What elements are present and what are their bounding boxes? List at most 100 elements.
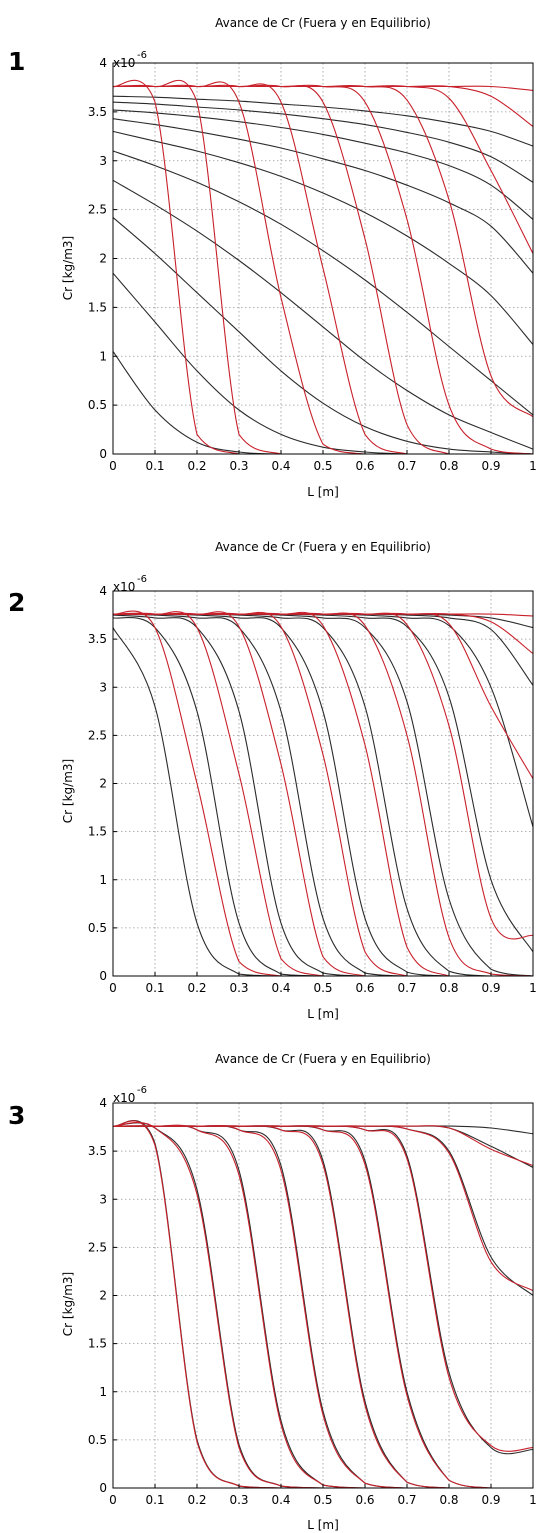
panel-3-y-exponent: -6 xyxy=(137,1085,147,1096)
panel-1-series-red-19 xyxy=(113,85,534,91)
panel-3-ytick-label-0: 0 xyxy=(99,1481,107,1495)
panel-2-ytick-label-3: 1.5 xyxy=(88,825,107,839)
panel-3-chart: 3 Avance de Cr (Fuera y en Equilibrio) x… xyxy=(8,1052,537,1532)
panel-1-xtick-label-5: 0.5 xyxy=(313,459,332,473)
panel-3-series-red-18 xyxy=(113,1125,534,1167)
panel-3-xtick-label-7: 0.7 xyxy=(397,1493,416,1507)
panel-1-xtick-label-4: 0.4 xyxy=(271,459,290,473)
panel-2-xtick-label-6: 0.6 xyxy=(355,981,374,995)
panel-2-xtick-label-3: 0.3 xyxy=(229,981,248,995)
panel-1-ylabel: Cr [kg/m3] xyxy=(61,236,75,300)
panel-3-ytick-label-5: 2.5 xyxy=(88,1240,107,1254)
panel-3-series-red-11 xyxy=(112,1121,533,1489)
panel-3-xtick-label-1: 0.1 xyxy=(145,1493,164,1507)
panel-3-xtick-label-8: 0.8 xyxy=(439,1493,458,1507)
panel-2-ytick-label-4: 2 xyxy=(99,777,107,791)
panel-2-ytick-label-7: 3.5 xyxy=(88,632,107,646)
panel-3-series-black-1 xyxy=(112,1122,533,1489)
panel-2-xtick-label-5: 0.5 xyxy=(313,981,332,995)
panel-1-xlabel: L [m] xyxy=(307,485,339,499)
panel-3-y-multiplier: x10 xyxy=(113,1091,135,1105)
panel-3-ytick-label-6: 3 xyxy=(99,1192,107,1206)
panel-1-plot-area: 0 0.1 0.2 0.3 0.4 0.5 0.6 0.7 0.8 0.9 1 0 0.5 1 1.5 2 2.… xyxy=(88,56,537,473)
panel-1-xtick-label-0: 0 xyxy=(109,459,117,473)
panel-3-xtick-label-2: 0.2 xyxy=(187,1493,206,1507)
panel-3-ytick-label-7: 3.5 xyxy=(88,1144,107,1158)
panel-2-xtick-label-9: 0.9 xyxy=(481,981,500,995)
panel-3-xtick-label-0: 0 xyxy=(109,1493,117,1507)
panel-1-ytick-label-8: 4 xyxy=(99,56,107,70)
panel-3-ytick-label-1: 0.5 xyxy=(88,1433,107,1447)
panel-3-xtick-label-5: 0.5 xyxy=(313,1493,332,1507)
panel-2-series-red-15 xyxy=(112,611,533,977)
panel-2-ytick-label-1: 0.5 xyxy=(88,921,107,935)
panel-2-xtick-label-7: 0.7 xyxy=(397,981,416,995)
panel-1-title: Avance de Cr (Fuera y en Equilibrio) xyxy=(215,16,431,30)
panel-1-xtick-label-7: 0.7 xyxy=(397,459,416,473)
panel-1-ytick-label-0: 0 xyxy=(99,447,107,461)
panel-2-ytick-label-2: 1 xyxy=(99,873,107,887)
panel-2-series-red-11 xyxy=(112,610,533,977)
panel-2-plot-area: 0 0.1 0.2 0.3 0.4 0.5 0.6 0.7 0.8 0.9 1 0 0.5 1 1.5 2 2.… xyxy=(88,584,537,995)
panel-3-ytick-label-4: 2 xyxy=(99,1289,107,1303)
panel-1-ytick-label-3: 1.5 xyxy=(88,300,107,314)
panel-2-series-red-14 xyxy=(112,611,533,977)
panel-2-xtick-label-0: 0 xyxy=(109,981,117,995)
panel-1-series-black-6 xyxy=(112,118,534,274)
panel-2-y-multiplier: x10 xyxy=(113,580,135,594)
panel-1-ytick-label-7: 3.5 xyxy=(88,105,107,119)
panel-2-ytick-label-5: 2.5 xyxy=(88,728,107,742)
panel-2-xlabel: L [m] xyxy=(307,1007,339,1021)
panel-1-ytick-label-6: 3 xyxy=(99,154,107,168)
panel-1-series-black-7 xyxy=(112,109,534,220)
panel-1-ytick-label-1: 0.5 xyxy=(88,398,107,412)
panel-3-xlabel: L [m] xyxy=(307,1518,339,1532)
panel-2-ytick-label-8: 4 xyxy=(99,584,107,598)
panel-2-series-red-13 xyxy=(112,611,533,977)
panel-1-y-exponent: -6 xyxy=(137,50,147,61)
panel-2-xtick-label-1: 0.1 xyxy=(145,981,164,995)
panel-2-xtick-label-10: 1 xyxy=(529,981,537,995)
panel-3-xtick-label-6: 0.6 xyxy=(355,1493,374,1507)
panel-1-series-black-3 xyxy=(112,179,534,450)
panel-2-chart: 2 Avance de Cr (Fuera y en Equilibrio) x… xyxy=(8,540,537,1021)
panel-1-series-black-9 xyxy=(112,95,534,147)
panel-2-number: 2 xyxy=(8,588,25,617)
panel-3-ytick-label-8: 4 xyxy=(99,1096,107,1110)
panel-1-series-black-2 xyxy=(112,216,534,455)
panel-1-xtick-label-1: 0.1 xyxy=(145,459,164,473)
panel-1-xtick-label-2: 0.2 xyxy=(187,459,206,473)
panel-3-ytick-label-2: 1 xyxy=(99,1385,107,1399)
panel-3-number: 3 xyxy=(8,1101,25,1130)
panel-3-xtick-label-4: 0.4 xyxy=(271,1493,290,1507)
panel-1-ytick-label-4: 2 xyxy=(99,252,107,266)
panel-3-ytick-label-3: 1.5 xyxy=(88,1337,107,1351)
panel-3-plot-area: 0 0.1 0.2 0.3 0.4 0.5 0.6 0.7 0.8 0.9 1 0 0.5 1 1.5 2 2.… xyxy=(88,1096,537,1507)
panel-2-y-exponent: -6 xyxy=(137,574,147,585)
panel-2-xtick-label-2: 0.2 xyxy=(187,981,206,995)
panel-2-title: Avance de Cr (Fuera y en Equilibrio) xyxy=(215,540,431,554)
panel-2-series-red-12 xyxy=(112,611,533,977)
panel-2-xtick-label-4: 0.4 xyxy=(271,981,290,995)
panel-3-ylabel: Cr [kg/m3] xyxy=(61,1272,75,1336)
panel-2-series-red-20 xyxy=(112,613,534,617)
panel-1-xtick-label-6: 0.6 xyxy=(355,459,374,473)
panel-2-ytick-label-0: 0 xyxy=(99,969,107,983)
panel-1-xtick-label-8: 0.8 xyxy=(439,459,458,473)
panel-1-series-black-5 xyxy=(112,130,534,345)
panel-1-number: 1 xyxy=(8,47,25,76)
panel-2-ytick-label-6: 3 xyxy=(99,680,107,694)
panel-3-xtick-label-9: 0.9 xyxy=(481,1493,500,1507)
panel-2-ylabel: Cr [kg/m3] xyxy=(61,759,75,823)
panel-1-xtick-label-10: 1 xyxy=(529,459,537,473)
panel-1-ytick-label-2: 1 xyxy=(99,349,107,363)
panel-1-chart: 1 Avance de Cr (Fuera y en Equilibrio) x… xyxy=(8,16,537,499)
panel-1-series-black-8 xyxy=(112,101,534,183)
panel-2-xtick-label-8: 0.8 xyxy=(439,981,458,995)
panel-3-xtick-label-10: 1 xyxy=(529,1493,537,1507)
panel-3-xtick-label-3: 0.3 xyxy=(229,1493,248,1507)
panel-1-series-black-4 xyxy=(112,150,534,416)
panel-1-xtick-label-9: 0.9 xyxy=(481,459,500,473)
panel-3-title: Avance de Cr (Fuera y en Equilibrio) xyxy=(215,1052,431,1066)
